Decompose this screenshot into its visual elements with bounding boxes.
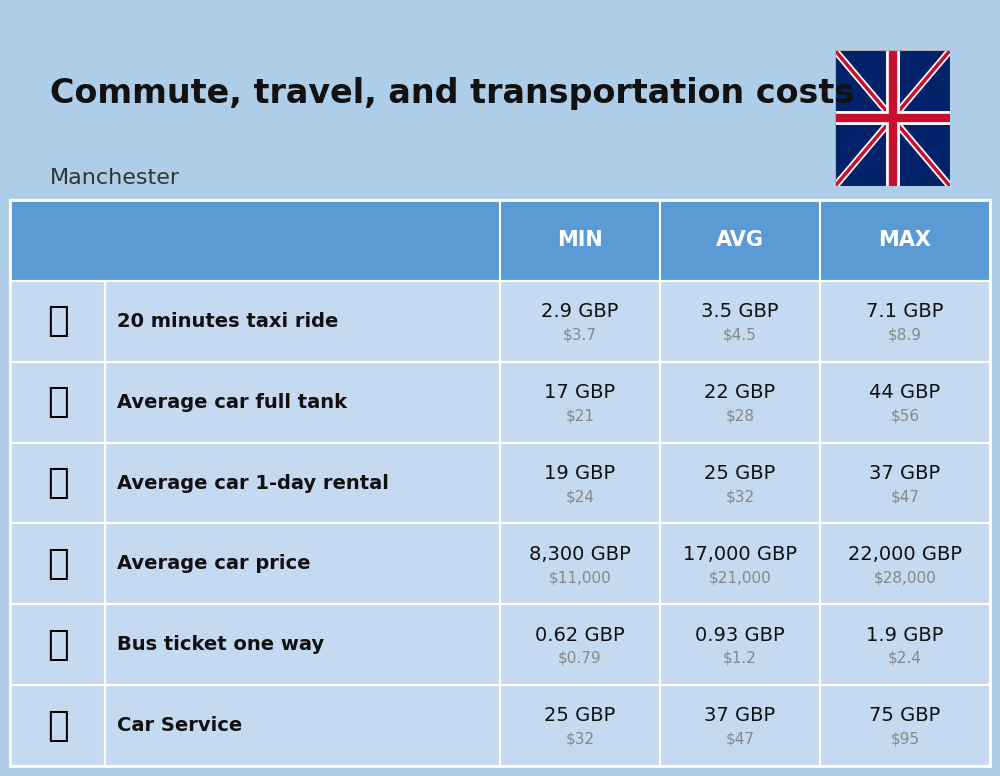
Bar (500, 605, 660, 685)
Text: $28: $28 (726, 408, 755, 424)
Bar (820, 442, 990, 524)
Text: $47: $47 (726, 732, 755, 747)
Bar (660, 281, 820, 362)
Text: $32: $32 (565, 732, 595, 747)
Text: 22,000 GBP: 22,000 GBP (848, 545, 962, 563)
Text: $95: $95 (890, 732, 920, 747)
Text: $47: $47 (891, 489, 920, 504)
Bar (820, 362, 990, 442)
Text: $2.4: $2.4 (888, 651, 922, 666)
Bar (10, 524, 105, 605)
Text: $24: $24 (566, 489, 594, 504)
Text: Average car full tank: Average car full tank (117, 393, 347, 411)
Text: $1.2: $1.2 (723, 651, 757, 666)
Text: 25 GBP: 25 GBP (544, 706, 616, 726)
Text: Bus ticket one way: Bus ticket one way (117, 636, 324, 654)
Text: $56: $56 (890, 408, 920, 424)
Text: $32: $32 (725, 489, 755, 504)
Text: $11,000: $11,000 (549, 570, 611, 585)
Text: Car Service: Car Service (117, 716, 242, 735)
Bar (820, 524, 990, 605)
Bar (10, 200, 990, 766)
Text: 🚌: 🚌 (47, 628, 68, 662)
Text: 44 GBP: 44 GBP (869, 383, 941, 402)
Text: Commute, travel, and transportation costs: Commute, travel, and transportation cost… (50, 77, 854, 109)
Bar (10, 200, 990, 281)
Text: Average car price: Average car price (117, 554, 310, 573)
Text: MAX: MAX (879, 230, 932, 251)
Bar (10, 442, 105, 524)
Text: 20 minutes taxi ride: 20 minutes taxi ride (117, 312, 338, 331)
Bar (660, 685, 820, 766)
Bar (820, 685, 990, 766)
Text: 0.93 GBP: 0.93 GBP (695, 625, 785, 645)
Text: 🚗: 🚗 (47, 547, 68, 581)
Bar (105, 442, 500, 524)
Bar (820, 605, 990, 685)
Text: 37 GBP: 37 GBP (869, 464, 941, 483)
Bar (10, 605, 105, 685)
Bar (500, 281, 660, 362)
Text: 2.9 GBP: 2.9 GBP (541, 302, 619, 321)
Bar (660, 524, 820, 605)
Bar (10, 362, 105, 442)
Bar (500, 524, 660, 605)
Text: 1.9 GBP: 1.9 GBP (866, 625, 944, 645)
Text: $3.7: $3.7 (563, 327, 597, 342)
Text: MIN: MIN (557, 230, 603, 251)
Text: 75 GBP: 75 GBP (869, 706, 941, 726)
Bar (660, 605, 820, 685)
Bar (105, 685, 500, 766)
Text: $4.5: $4.5 (723, 327, 757, 342)
Text: 7.1 GBP: 7.1 GBP (866, 302, 944, 321)
Text: 🚙: 🚙 (47, 466, 68, 500)
Text: 17 GBP: 17 GBP (544, 383, 616, 402)
Bar (660, 362, 820, 442)
Text: AVG: AVG (716, 230, 764, 251)
Text: 3.5 GBP: 3.5 GBP (701, 302, 779, 321)
Text: $8.9: $8.9 (888, 327, 922, 342)
Text: $0.79: $0.79 (558, 651, 602, 666)
Text: 0.62 GBP: 0.62 GBP (535, 625, 625, 645)
Text: 19 GBP: 19 GBP (544, 464, 616, 483)
Bar (10, 281, 105, 362)
Bar (500, 442, 660, 524)
Text: 8,300 GBP: 8,300 GBP (529, 545, 631, 563)
Bar (820, 281, 990, 362)
Text: ⛽: ⛽ (47, 385, 68, 419)
Bar (660, 442, 820, 524)
Bar (10, 685, 105, 766)
Text: 17,000 GBP: 17,000 GBP (683, 545, 797, 563)
Bar (105, 605, 500, 685)
Text: Manchester: Manchester (50, 168, 180, 189)
Text: 🚕: 🚕 (47, 304, 68, 338)
Bar (105, 362, 500, 442)
Bar (105, 281, 500, 362)
Text: 🔧: 🔧 (47, 708, 68, 743)
Text: $28,000: $28,000 (874, 570, 936, 585)
Text: 37 GBP: 37 GBP (704, 706, 776, 726)
Bar (500, 362, 660, 442)
Text: 25 GBP: 25 GBP (704, 464, 776, 483)
Text: $21: $21 (566, 408, 594, 424)
Text: Average car 1-day rental: Average car 1-day rental (117, 473, 389, 493)
Bar (105, 524, 500, 605)
Text: 22 GBP: 22 GBP (704, 383, 776, 402)
Bar (500, 685, 660, 766)
Text: $21,000: $21,000 (709, 570, 771, 585)
